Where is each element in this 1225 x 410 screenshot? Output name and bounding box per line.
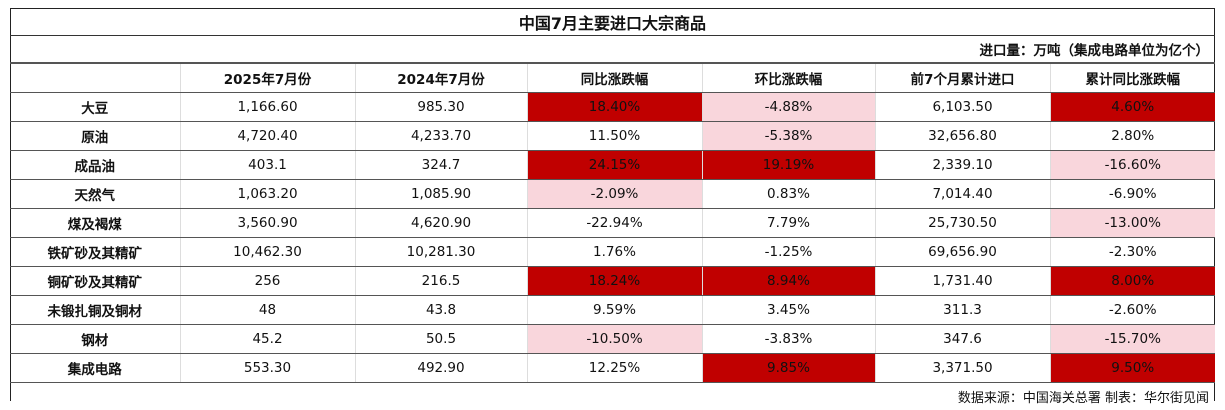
commodity-name: 集成电路	[10, 354, 180, 383]
cell-v2024: 50.5	[355, 325, 527, 354]
commodity-name: 煤及褐煤	[10, 209, 180, 238]
table-title: 中国7月主要进口大宗商品	[10, 8, 1215, 36]
cell-cum: 25,730.50	[875, 209, 1050, 238]
cell-cum: 3,371.50	[875, 354, 1050, 383]
cell-v2024: 492.90	[355, 354, 527, 383]
commodity-import-table: 中国7月主要进口大宗商品 进口量：万吨（集成电路单位为亿个） 2025年7月份 …	[10, 8, 1215, 410]
header-cell: 2025年7月份	[180, 63, 355, 93]
header-cell: 累计同比涨跌幅	[1050, 63, 1215, 93]
cell-v2024: 985.30	[355, 93, 527, 122]
cell-v2025: 4,720.40	[180, 122, 355, 151]
header-cell	[10, 63, 180, 93]
commodity-name: 未锻扎铜及铜材	[10, 296, 180, 325]
cell-yoy: 18.40%	[527, 93, 702, 122]
cell-cum-yoy: 4.60%	[1050, 93, 1215, 122]
cell-mom: -5.38%	[702, 122, 875, 151]
cell-v2025: 3,560.90	[180, 209, 355, 238]
cell-cum-yoy: 2.80%	[1050, 122, 1215, 151]
cell-v2024: 4,620.90	[355, 209, 527, 238]
commodity-name: 钢材	[10, 325, 180, 354]
commodity-name: 铁矿砂及其精矿	[10, 238, 180, 267]
cell-cum-yoy: -2.30%	[1050, 238, 1215, 267]
cell-v2025: 45.2	[180, 325, 355, 354]
cell-cum-yoy: -16.60%	[1050, 151, 1215, 180]
cell-mom: 8.94%	[702, 267, 875, 296]
cell-yoy: -10.50%	[527, 325, 702, 354]
cell-v2025: 1,063.20	[180, 180, 355, 209]
cell-v2025: 403.1	[180, 151, 355, 180]
cell-cum: 69,656.90	[875, 238, 1050, 267]
commodity-name: 成品油	[10, 151, 180, 180]
cell-cum-yoy: -6.90%	[1050, 180, 1215, 209]
cell-v2025: 10,462.30	[180, 238, 355, 267]
commodity-name: 原油	[10, 122, 180, 151]
cell-v2024: 324.7	[355, 151, 527, 180]
cell-v2025: 48	[180, 296, 355, 325]
cell-cum: 1,731.40	[875, 267, 1050, 296]
cell-cum-yoy: 9.50%	[1050, 354, 1215, 383]
cell-yoy: 18.24%	[527, 267, 702, 296]
cell-v2024: 43.8	[355, 296, 527, 325]
cell-mom: 19.19%	[702, 151, 875, 180]
cell-cum: 7,014.40	[875, 180, 1050, 209]
cell-yoy: 9.59%	[527, 296, 702, 325]
cell-mom: -3.83%	[702, 325, 875, 354]
cell-yoy: -2.09%	[527, 180, 702, 209]
cell-v2025: 553.30	[180, 354, 355, 383]
cell-mom: 7.79%	[702, 209, 875, 238]
cell-cum-yoy: 8.00%	[1050, 267, 1215, 296]
cell-cum: 311.3	[875, 296, 1050, 325]
cell-mom: 9.85%	[702, 354, 875, 383]
cell-v2025: 1,166.60	[180, 93, 355, 122]
commodity-name: 铜矿砂及其精矿	[10, 267, 180, 296]
cell-yoy: 11.50%	[527, 122, 702, 151]
cell-cum: 2,339.10	[875, 151, 1050, 180]
cell-cum-yoy: -13.00%	[1050, 209, 1215, 238]
cell-yoy: 1.76%	[527, 238, 702, 267]
cell-v2024: 4,233.70	[355, 122, 527, 151]
cell-mom: 3.45%	[702, 296, 875, 325]
header-row: 2025年7月份 2024年7月份 同比涨跌幅 环比涨跌幅 前7个月累计进口 累…	[10, 63, 1215, 93]
commodity-name: 大豆	[10, 93, 180, 122]
cell-mom: -1.25%	[702, 238, 875, 267]
cell-cum-yoy: -2.60%	[1050, 296, 1215, 325]
cell-v2025: 256	[180, 267, 355, 296]
source-footer: 数据来源：中国海关总署 制表：华尔街见闻	[10, 383, 1215, 410]
commodity-name: 天然气	[10, 180, 180, 209]
cell-yoy: 24.15%	[527, 151, 702, 180]
header-cell: 同比涨跌幅	[527, 63, 702, 93]
cell-mom: 0.83%	[702, 180, 875, 209]
cell-mom: -4.88%	[702, 93, 875, 122]
header-cell: 2024年7月份	[355, 63, 527, 93]
cell-yoy: 12.25%	[527, 354, 702, 383]
cell-cum: 347.6	[875, 325, 1050, 354]
cell-yoy: -22.94%	[527, 209, 702, 238]
cell-v2024: 10,281.30	[355, 238, 527, 267]
cell-cum: 32,656.80	[875, 122, 1050, 151]
cell-cum-yoy: -15.70%	[1050, 325, 1215, 354]
header-cell: 前7个月累计进口	[875, 63, 1050, 93]
cell-v2024: 216.5	[355, 267, 527, 296]
cell-cum: 6,103.50	[875, 93, 1050, 122]
unit-note: 进口量：万吨（集成电路单位为亿个）	[10, 36, 1215, 64]
header-cell: 环比涨跌幅	[702, 63, 875, 93]
cell-v2024: 1,085.90	[355, 180, 527, 209]
